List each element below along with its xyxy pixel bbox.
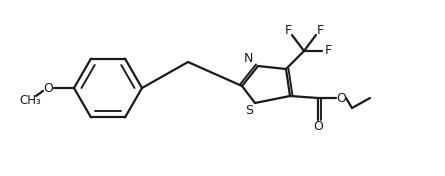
Text: O: O <box>43 81 53 95</box>
Text: O: O <box>313 121 323 134</box>
Text: O: O <box>336 92 346 105</box>
Text: S: S <box>245 105 253 118</box>
Text: F: F <box>284 24 291 36</box>
Text: CH₃: CH₃ <box>19 93 41 106</box>
Text: F: F <box>316 24 324 36</box>
Text: N: N <box>243 52 253 64</box>
Text: F: F <box>324 45 332 58</box>
